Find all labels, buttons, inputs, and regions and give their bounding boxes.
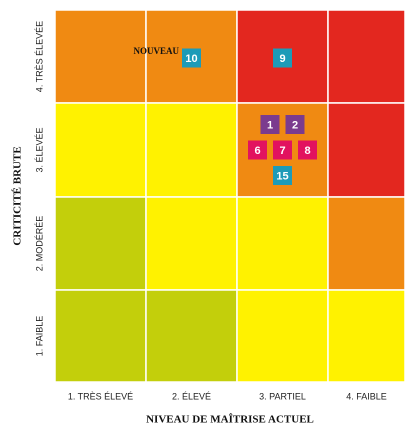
risk-marker-label: 7: [279, 145, 285, 157]
cell: [236, 196, 329, 291]
risk-marker-label: 2: [292, 119, 298, 131]
cell: [327, 289, 405, 383]
risk-marker: [273, 140, 292, 160]
cell: [327, 102, 405, 198]
cell: [54, 289, 147, 383]
risk-marker: [298, 140, 317, 160]
risk-marker: [248, 140, 267, 160]
risk-marker-label: 9: [279, 53, 285, 65]
risk-marker-label: 1: [267, 119, 273, 131]
row-label: 4. TRÈS ÉLEVÉE: [34, 21, 44, 92]
x-axis-title: NIVEAU DE MAÎTRISE ACTUEL: [146, 414, 314, 426]
risk-marker-label: 6: [254, 145, 260, 157]
cell: [145, 102, 238, 198]
column-label: 4. FAIBLE: [346, 391, 387, 401]
row-label: 1. FAIBLE: [34, 316, 44, 357]
cell: [54, 102, 147, 198]
column-label: 3. PARTIEL: [259, 391, 306, 401]
row-label: 2. MODÉRÉE: [34, 216, 44, 272]
risk-marker: [182, 48, 201, 68]
cell: [145, 196, 238, 291]
risk-marker-label: 10: [185, 53, 197, 65]
cell: [54, 196, 147, 291]
row-label: 3. ÉLEVÉE: [34, 127, 44, 172]
risk-marker-label: 15: [276, 170, 288, 182]
marker-note: NOUVEAU: [133, 46, 179, 56]
risk-marker: [273, 166, 292, 185]
cell: [327, 9, 405, 104]
cell: [145, 289, 238, 383]
column-label: 1. TRÈS ÉLEVÉ: [68, 391, 133, 401]
risk-marker-label: 8: [304, 145, 310, 157]
cell: [327, 196, 405, 291]
cell: [54, 9, 147, 104]
cell: [236, 289, 329, 383]
risk-marker: [285, 115, 305, 134]
risk-marker: [273, 48, 292, 68]
column-label: 2. ÉLEVÉ: [172, 391, 211, 401]
risk-marker: [260, 115, 280, 134]
y-axis-title: CRITICITÉ BRUTE: [12, 146, 24, 245]
